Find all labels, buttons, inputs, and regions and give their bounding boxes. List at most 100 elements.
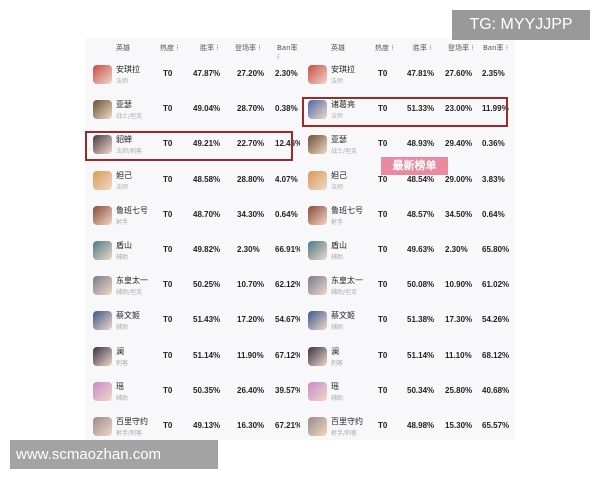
watermark-top: TG: MYYJJPP <box>452 10 590 40</box>
hero-row[interactable]: 蔡文姬 辅助 T0 51.38% 17.30% 54.26% <box>300 304 515 339</box>
hero-tier: T0 <box>163 350 173 360</box>
pick-rate: 2.30% <box>237 245 260 254</box>
hero-role: 射手 <box>331 218 344 226</box>
hero-row[interactable]: 亚瑟 战士/坦克 T0 49.04% 28.70% 0.38% <box>85 93 300 128</box>
hero-name: 妲己 <box>116 170 132 180</box>
hero-table-right: 英雄 热度 ⁝ 胜率 ⁝ 登场率 ⁝ Ban率 ⁝ 安琪拉 法师 T0 47.81% 27.60%… <box>300 38 515 440</box>
hero-row[interactable]: 东皇太一 辅助/坦克 T0 50.25% 10.70% 62.12% <box>85 269 303 304</box>
hero-row[interactable]: 鲁班七号 射手 T0 48.70% 34.30% 0.64% <box>85 199 300 234</box>
win-rate: 49.82% <box>193 245 221 254</box>
hero-row[interactable]: 百里守约 射手/刺客 T0 48.98% 15.30% 65.57% <box>300 410 515 445</box>
win-rate: 51.33% <box>407 104 435 114</box>
hero-avatar <box>93 205 112 225</box>
hero-row[interactable]: 妲己 法师 T0 48.58% 28.80% 4.07% <box>85 164 300 199</box>
hero-avatar <box>93 346 112 366</box>
hero-row[interactable]: 百里守约 射手/刺客 T0 49.13% 16.30% 67.21% <box>85 410 302 445</box>
hero-tier: T0 <box>378 104 388 114</box>
pick-rate: 22.70% <box>237 139 265 149</box>
ban-rate: 0.64% <box>275 209 298 219</box>
hero-avatar <box>308 170 327 190</box>
hero-name: 蔡文姬 <box>331 311 355 321</box>
hero-row[interactable]: 盾山辅助 T0 49.82% 2.30% 66.91% <box>85 234 303 269</box>
hero-role: 辅助 <box>116 324 129 332</box>
hero-tier: T0 <box>163 385 173 395</box>
hero-tier: T0 <box>378 280 388 290</box>
hero-avatar <box>93 311 112 331</box>
hero-tier: T0 <box>378 69 388 78</box>
ban-rate: 66.91% <box>275 245 303 254</box>
column-header[interactable]: Ban率 ⁝ <box>483 44 508 52</box>
hero-name: 诸葛亮 <box>331 100 355 110</box>
hero-name: 瑶 <box>331 381 339 391</box>
ban-rate: 65.80% <box>482 245 510 254</box>
column-header[interactable]: Ban率 ⁝ <box>277 44 298 61</box>
hero-name: 亚瑟 <box>116 100 132 110</box>
hero-tier: T0 <box>163 104 173 114</box>
hero-name: 蔡文姬 <box>116 311 140 321</box>
hero-name: 百里守约 <box>116 417 148 426</box>
hero-avatar <box>93 241 112 260</box>
hero-tier: T0 <box>163 139 173 149</box>
pick-rate: 25.80% <box>445 385 473 395</box>
win-rate: 49.13% <box>193 421 221 430</box>
win-rate: 49.63% <box>407 245 435 254</box>
column-header[interactable]: 登场率 ⁝ <box>448 44 474 52</box>
column-header: 英雄 <box>331 44 345 52</box>
column-header[interactable]: 胜率 ⁝ <box>413 44 432 52</box>
column-header[interactable]: 胜率 ⁝ <box>200 44 219 52</box>
hero-avatar <box>308 346 327 366</box>
hero-role: 辅助/坦克 <box>331 289 358 297</box>
ban-rate: 67.12% <box>275 350 303 360</box>
hero-row[interactable]: 澜刺客 T0 51.14% 11.10% 68.12% <box>300 340 515 375</box>
hero-role: 射手/刺客 <box>116 430 143 437</box>
hero-row[interactable]: 鲁班七号 射手 T0 48.57% 34.50% 0.64% <box>300 199 515 234</box>
hero-name: 安琪拉 <box>331 65 355 74</box>
win-rate: 48.54% <box>407 174 435 184</box>
hero-row[interactable]: 东皇太一 辅助/坦克 T0 50.08% 10.90% 61.02% <box>300 269 515 304</box>
hero-role: 刺客 <box>116 359 129 367</box>
ban-rate: 62.12% <box>275 280 303 290</box>
pick-rate: 27.20% <box>237 69 265 78</box>
pick-rate: 29.00% <box>445 174 473 184</box>
hero-row[interactable]: 盾山 辅助 T0 49.63% 2.30% 65.80% <box>300 234 515 269</box>
ban-rate: 54.67% <box>275 315 303 325</box>
hero-role: 法师 <box>331 183 344 191</box>
hero-avatar <box>93 381 112 401</box>
hero-avatar <box>93 65 112 84</box>
hero-name: 东皇太一 <box>331 276 363 286</box>
hero-name: 百里守约 <box>331 417 363 426</box>
win-rate: 49.04% <box>193 104 221 114</box>
hero-row[interactable]: 妲己 法师 T0 48.54% 29.00% 3.83% <box>300 164 515 199</box>
hero-name: 盾山 <box>116 241 132 250</box>
column-header[interactable]: 登场率 ⁝ <box>235 44 261 52</box>
hero-role: 辅助 <box>116 254 129 261</box>
hero-row[interactable]: 安琪拉 法师 T0 47.87% 27.20% 2.30% <box>85 58 300 93</box>
hero-tier: T0 <box>378 315 388 325</box>
column-header[interactable]: 热度 ⁝ <box>375 44 394 52</box>
ban-rate: 61.02% <box>482 280 510 290</box>
hero-tier: T0 <box>378 350 388 360</box>
hero-tier: T0 <box>378 174 388 184</box>
hero-row[interactable]: 瑶辅助 T0 50.34% 25.80% 40.68% <box>300 375 515 410</box>
hero-tier: T0 <box>163 245 173 254</box>
ban-rate: 11.99% <box>482 104 509 114</box>
hero-name: 瑶 <box>116 381 124 391</box>
win-rate: 49.21% <box>193 139 221 149</box>
hero-row[interactable]: 澜刺客 T0 51.14% 11.90% 67.12% <box>85 340 303 375</box>
hero-avatar <box>93 100 112 120</box>
hero-row[interactable]: 蔡文姬 辅助 T0 51.43% 17.20% 54.67% <box>85 304 303 339</box>
hero-row[interactable]: 亚瑟 战士/坦克 T0 48.93% 29.40% 0.36% <box>300 128 515 163</box>
hero-role: 刺客 <box>331 359 344 367</box>
hero-row[interactable]: 诸葛亮 法师 T0 51.33% 23.00% 11.99% <box>300 93 515 128</box>
hero-tier: T0 <box>163 69 173 78</box>
win-rate: 48.57% <box>407 209 435 219</box>
hero-role: 射手 <box>116 218 129 226</box>
hero-row[interactable]: 貂蝉 法师/刺客 T0 49.21% 22.70% 12.46% <box>85 128 302 163</box>
column-header[interactable]: 热度 ⁝ <box>160 44 179 52</box>
win-rate: 47.87% <box>193 69 221 78</box>
hero-avatar <box>93 135 112 155</box>
hero-tier: T0 <box>378 209 388 219</box>
hero-row[interactable]: 瑶辅助 T0 50.35% 26.40% 39.57% <box>85 375 302 410</box>
hero-row[interactable]: 安琪拉 法师 T0 47.81% 27.60% 2.35% <box>300 58 515 93</box>
pick-rate: 17.30% <box>445 315 473 325</box>
